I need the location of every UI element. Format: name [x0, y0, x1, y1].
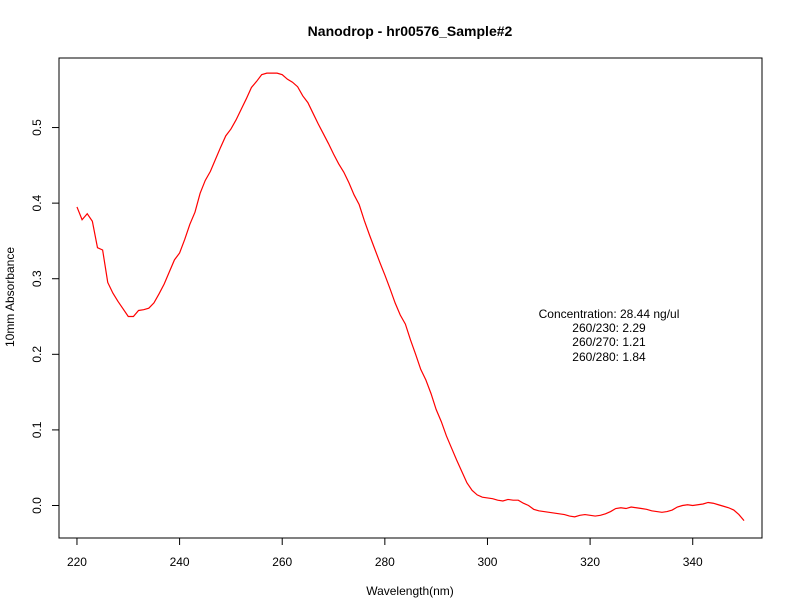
x-tick-label: 220	[67, 555, 87, 569]
y-tick-label: 0.1	[30, 421, 44, 438]
plot-frame	[58, 57, 763, 539]
concentration-annotation: Concentration: 28.44 ng/ul	[539, 307, 680, 321]
chart-title: Nanodrop - hr00576_Sample#2	[308, 23, 513, 39]
ratio-260-280-annotation: 260/280: 1.84	[572, 350, 646, 364]
x-tick-label: 240	[170, 555, 190, 569]
x-tick-label: 320	[580, 555, 600, 569]
ratio-260-270-annotation: 260/270: 1.21	[572, 335, 646, 349]
x-tick-label: 280	[375, 555, 395, 569]
x-tick-label: 340	[683, 555, 703, 569]
y-tick-label: 0.0	[30, 497, 44, 514]
x-tick-label: 300	[477, 555, 497, 569]
absorbance-line	[76, 72, 745, 521]
y-axis-label: 10mm Absorbance	[3, 247, 17, 347]
y-tick-label: 0.4	[30, 194, 44, 211]
x-tick-label: 260	[272, 555, 292, 569]
y-tick-label: 0.5	[30, 119, 44, 136]
annotation-block: Concentration: 28.44 ng/ul 260/230: 2.29…	[539, 307, 680, 364]
y-axis: 0.0 0.1 0.2 0.3 0.4 0.5	[30, 119, 60, 514]
y-tick-label: 0.3	[30, 270, 44, 287]
ratio-260-230-annotation: 260/230: 2.29	[572, 321, 646, 335]
x-axis: 220 240 260 280 300 320 340	[67, 537, 703, 569]
x-axis-label: Wavelength(nm)	[366, 584, 454, 598]
y-tick-label: 0.2	[30, 346, 44, 363]
